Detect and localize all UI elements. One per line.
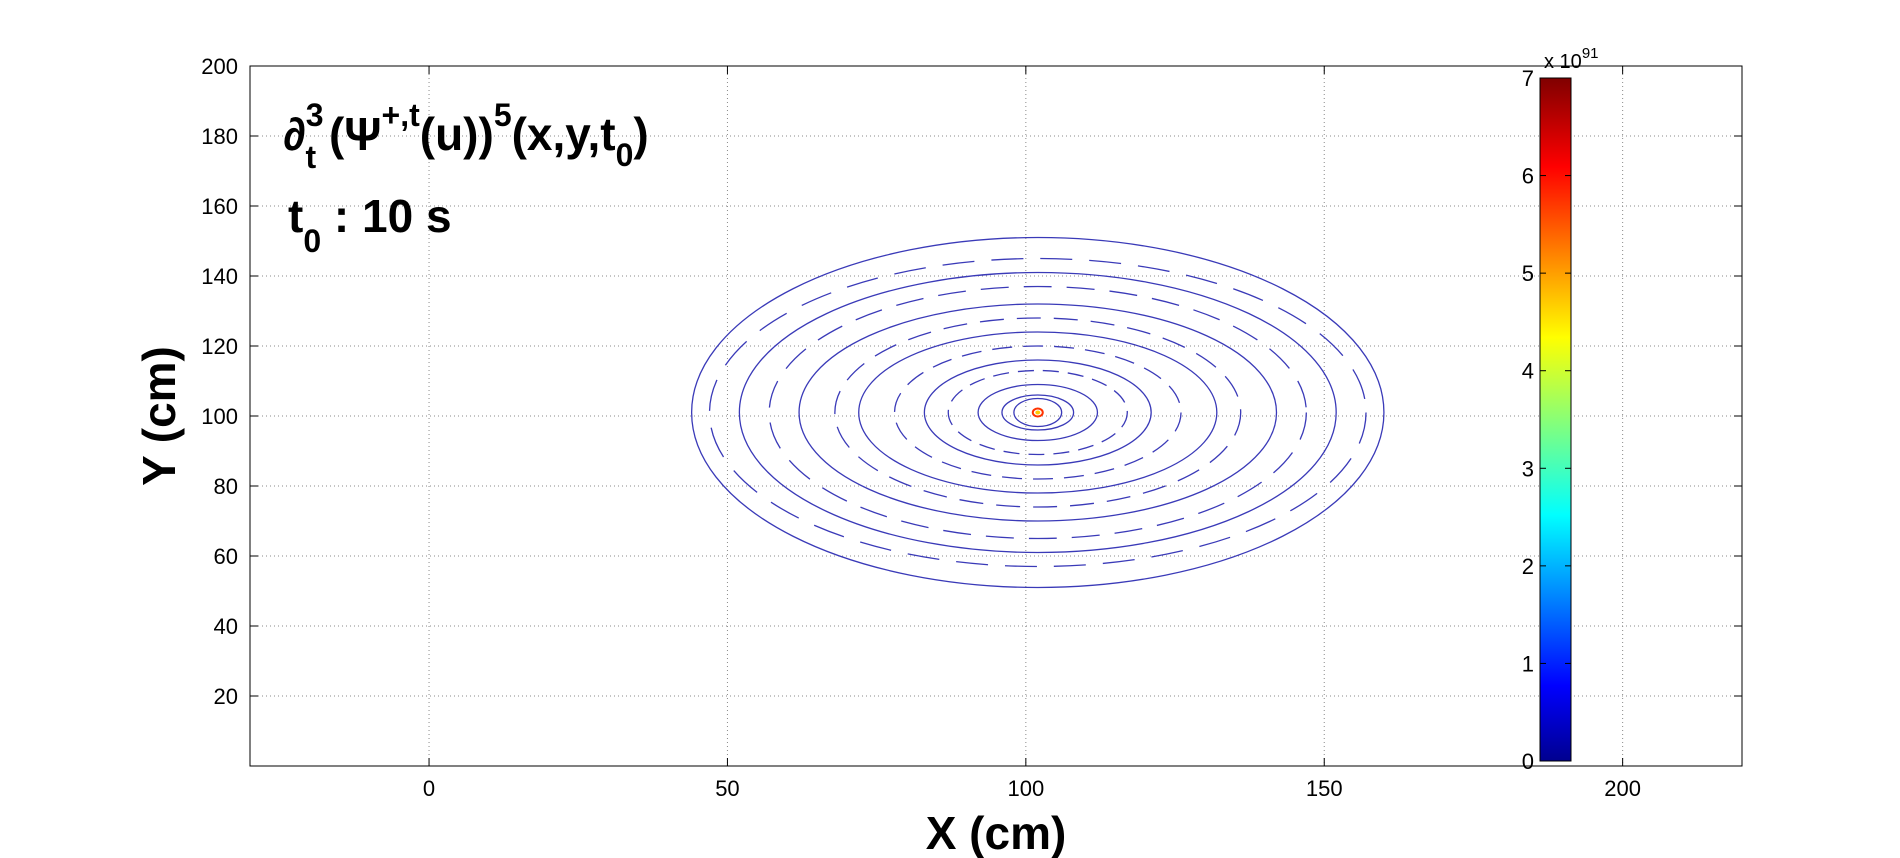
hotspot-ring-outer xyxy=(1031,407,1044,418)
y-tick-label: 100 xyxy=(201,404,238,429)
colorbar-tick-label: 0 xyxy=(1522,749,1534,774)
y-tick-label: 120 xyxy=(201,334,238,359)
y-tick-label: 160 xyxy=(201,194,238,219)
x-tick-label: 200 xyxy=(1604,776,1641,801)
peak-hotspot xyxy=(1031,407,1044,418)
contour-ring xyxy=(1001,394,1075,431)
colorbar-tick-label: 1 xyxy=(1522,651,1534,676)
x-axis-label: X (cm) xyxy=(926,807,1067,858)
contour-lines xyxy=(690,236,1385,589)
contour-ring xyxy=(690,236,1385,589)
y-tick-label: 200 xyxy=(201,54,238,79)
x-tick-label: 0 xyxy=(423,776,435,801)
y-tick-label: 60 xyxy=(214,544,238,569)
hotspot-core xyxy=(1035,410,1041,415)
colorbar-tick-label: 4 xyxy=(1522,359,1534,384)
y-tick-label: 40 xyxy=(214,614,238,639)
x-tick-label: 50 xyxy=(715,776,739,801)
x-tick-label: 100 xyxy=(1007,776,1044,801)
time-annotation: t0 : 10 s xyxy=(288,190,452,259)
colorbar-multiplier: x 1091 xyxy=(1544,45,1599,73)
y-tick-label: 80 xyxy=(214,474,238,499)
y-tick-label: 20 xyxy=(214,684,238,709)
colorbar-ticks: 0 1 2 3 4 5 6 7 xyxy=(1522,66,1571,774)
contour-ring xyxy=(893,345,1182,480)
y-axis-label: Y (cm) xyxy=(133,346,185,486)
contour-ring xyxy=(858,331,1218,494)
contour-ring xyxy=(708,257,1367,568)
colorbar-tick-label: 7 xyxy=(1522,66,1534,91)
colorbar-tick-label: 3 xyxy=(1522,456,1534,481)
y-tick-label: 140 xyxy=(201,264,238,289)
contour-ring xyxy=(834,317,1242,508)
y-tick-label: 180 xyxy=(201,124,238,149)
contour-ring xyxy=(798,303,1278,522)
x-tick-label: 150 xyxy=(1306,776,1343,801)
contour-ring xyxy=(768,285,1307,540)
colorbar-tick-label: 2 xyxy=(1522,554,1534,579)
contour-ring xyxy=(738,271,1337,554)
contour-ring xyxy=(923,359,1152,466)
contour-ring xyxy=(977,383,1099,442)
colorbar-tick-label: 5 xyxy=(1522,261,1534,286)
colorbar-tick-label: 6 xyxy=(1522,164,1534,189)
contour-ring xyxy=(947,369,1128,456)
colorbar xyxy=(1539,77,1572,762)
contour-ring xyxy=(1013,397,1063,428)
title-expression: ∂3 t (Ψ+,t(u))5(x,y,t0) xyxy=(283,97,649,175)
